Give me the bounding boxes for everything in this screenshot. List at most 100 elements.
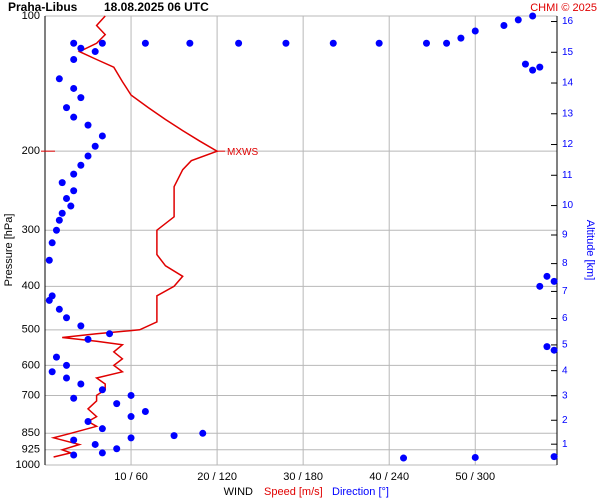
- direction-point: [55, 216, 63, 224]
- direction-point: [52, 353, 60, 361]
- direction-point: [63, 195, 71, 203]
- chart-subtitle: 18.08.2025 06 UTC: [104, 0, 209, 14]
- direction-label: Direction [°]: [332, 486, 389, 498]
- direction-point: [91, 48, 99, 56]
- y2-tick-label: 9: [562, 230, 568, 241]
- chart-title: Praha-Libus: [8, 0, 78, 14]
- x-tick-label: 30 / 180: [283, 471, 323, 483]
- direction-point: [48, 239, 56, 247]
- direction-point: [77, 161, 85, 169]
- direction-point: [113, 400, 121, 408]
- direction-point: [70, 39, 78, 47]
- direction-point: [70, 113, 78, 121]
- direction-point: [70, 451, 78, 459]
- direction-point: [63, 104, 71, 112]
- direction-point: [199, 429, 207, 437]
- direction-point: [443, 39, 451, 47]
- y-tick-label: 100: [22, 10, 40, 22]
- direction-point: [45, 296, 53, 304]
- direction-point: [106, 330, 114, 338]
- direction-point: [375, 39, 383, 47]
- direction-point: [63, 361, 71, 369]
- direction-point: [529, 12, 537, 20]
- y2-tick-label: 3: [562, 390, 568, 401]
- direction-point: [550, 346, 558, 354]
- direction-point: [77, 322, 85, 330]
- annotation: MXWS: [227, 147, 258, 158]
- direction-point: [127, 413, 135, 421]
- direction-point: [98, 425, 106, 433]
- direction-point: [63, 314, 71, 322]
- y-tick-label: 850: [22, 427, 40, 439]
- y2-tick-label: 12: [562, 139, 574, 150]
- speed-line: [50, 15, 219, 458]
- direction-point: [550, 277, 558, 285]
- direction-point: [58, 179, 66, 187]
- direction-point: [422, 39, 430, 47]
- direction-point: [77, 380, 85, 388]
- y-tick-label: 300: [22, 224, 40, 236]
- y2-tick-label: 11: [562, 170, 573, 181]
- y2-tick-label: 7: [562, 286, 568, 297]
- y-axis-label: Pressure [hPa]: [3, 214, 15, 287]
- y-tick-label: 200: [22, 145, 40, 157]
- direction-point: [127, 434, 135, 442]
- y-tick-label: 700: [22, 389, 40, 401]
- speed-label: Speed [m/s]: [264, 486, 323, 498]
- direction-point: [550, 453, 558, 461]
- direction-point: [282, 39, 290, 47]
- direction-point: [84, 335, 92, 343]
- y2-tick-label: 14: [562, 78, 574, 89]
- y2-tick-label: 13: [562, 108, 574, 119]
- direction-point: [70, 394, 78, 402]
- direction-point: [77, 94, 85, 102]
- direction-point: [45, 256, 53, 264]
- direction-point: [77, 44, 85, 52]
- direction-point: [52, 226, 60, 234]
- y2-tick-label: 10: [562, 200, 574, 211]
- y-tick-label: 500: [22, 324, 40, 336]
- direction-point: [400, 454, 408, 462]
- x-axis-label: WIND: [224, 486, 253, 498]
- direction-point: [543, 343, 551, 351]
- direction-point: [91, 142, 99, 150]
- x-tick-label: 10 / 60: [114, 471, 148, 483]
- x-tick-label: 20 / 120: [197, 471, 237, 483]
- direction-point: [471, 453, 479, 461]
- direction-point: [48, 368, 56, 376]
- direction-point: [329, 39, 337, 47]
- y2-axis-label: Altitude [km]: [584, 220, 596, 281]
- y2-tick-label: 15: [562, 47, 574, 58]
- direction-point: [91, 440, 99, 448]
- direction-point: [543, 272, 551, 280]
- direction-point: [536, 282, 544, 290]
- direction-point: [529, 66, 537, 74]
- direction-point: [84, 121, 92, 129]
- direction-point: [500, 22, 508, 30]
- direction-point: [67, 202, 75, 210]
- y2-tick-label: 5: [562, 340, 568, 351]
- y2-tick-label: 4: [562, 365, 568, 376]
- direction-point: [141, 407, 149, 415]
- direction-point: [70, 56, 78, 64]
- y-tick-label: 600: [22, 359, 40, 371]
- direction-point: [471, 27, 479, 35]
- direction-point: [170, 432, 178, 440]
- direction-point: [84, 417, 92, 425]
- direction-point: [113, 445, 121, 453]
- y2-tick-label: 2: [562, 415, 568, 426]
- direction-point: [536, 63, 544, 71]
- direction-point: [58, 209, 66, 217]
- direction-point: [70, 187, 78, 195]
- direction-point: [84, 152, 92, 160]
- y2-tick-label: 8: [562, 258, 568, 269]
- y-tick-label: 400: [22, 280, 40, 292]
- direction-point: [235, 39, 243, 47]
- x-tick-label: 40 / 240: [369, 471, 409, 483]
- direction-point: [55, 75, 63, 83]
- y-tick-label: 1000: [16, 459, 40, 471]
- credit: CHMI © 2025: [530, 2, 597, 14]
- x-tick-label: 50 / 300: [455, 471, 495, 483]
